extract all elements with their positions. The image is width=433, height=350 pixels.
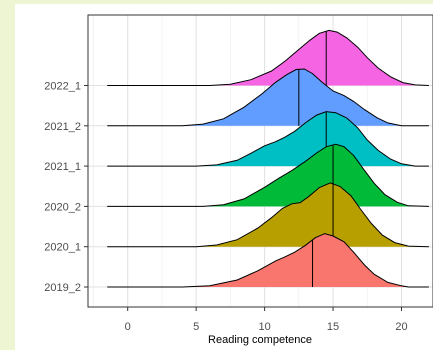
- ridge-area-2021_1: [196, 111, 416, 167]
- x-tick-label: 5: [193, 321, 199, 333]
- ridge-outline-2020_1: [107, 182, 429, 248]
- x-tick-label: 10: [258, 321, 270, 333]
- y-tick-label: 2021_2: [44, 121, 81, 133]
- chart-panel: 2022_1 2021_2 2021_1 2020_2 2020_1 2019_2 0 5 1…: [15, 4, 433, 350]
- ridge-area-2020_1: [196, 182, 429, 247]
- x-axis-labels: 0 5 10 15 20: [125, 307, 408, 333]
- y-tick-label: 2021_1: [44, 161, 81, 173]
- y-axis-labels: 2022_1 2021_2 2021_1 2020_2 2020_1 2019_2: [44, 81, 88, 294]
- x-axis-title: Reading competence: [208, 334, 312, 346]
- y-tick-label: 2020_1: [44, 242, 81, 254]
- ridge-outline-2021_1: [107, 111, 429, 167]
- ridge-outline-2022_1: [107, 29, 429, 86]
- ridge-area-2020_2: [203, 144, 429, 207]
- y-tick-label: 2020_2: [44, 201, 81, 213]
- y-tick-label: 2022_1: [44, 81, 81, 93]
- panel-border: [87, 14, 433, 308]
- x-tick-label: 0: [125, 321, 131, 333]
- ridge-area-2019_2: [182, 233, 409, 287]
- ridgeline-chart: 2022_1 2021_2 2021_1 2020_2 2020_1 2019_2 0 5 1…: [44, 14, 433, 346]
- x-tick-label: 20: [395, 321, 407, 333]
- ridge-area-2022_1: [209, 30, 429, 86]
- y-tick-label: 2019_2: [44, 282, 81, 294]
- ridge-outline-2019_2: [107, 233, 429, 288]
- ridge-outline-2021_2: [107, 68, 429, 127]
- ridge-layer: [107, 29, 429, 288]
- x-tick-label: 15: [327, 321, 339, 333]
- ridge-outline-2020_2: [107, 143, 429, 207]
